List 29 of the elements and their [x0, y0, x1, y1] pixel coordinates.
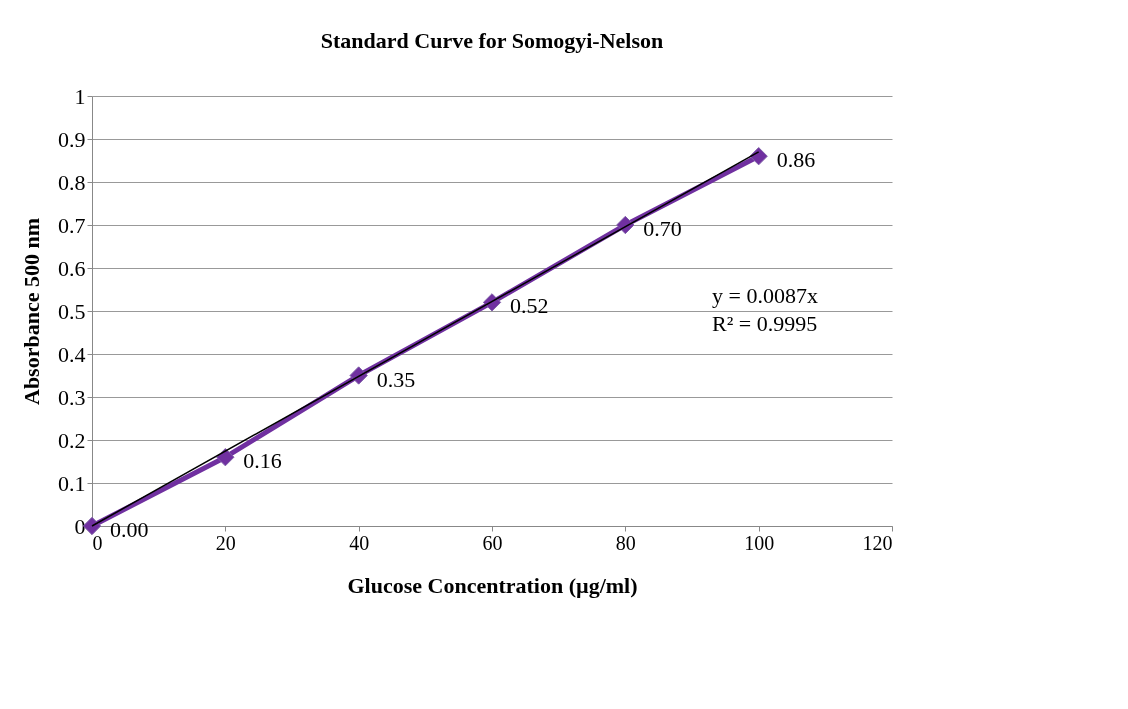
y-tick-label: 0.8: [58, 169, 86, 195]
x-tick-label: 60: [482, 531, 503, 554]
x-tick-label: 20: [215, 531, 236, 554]
y-tick-label: 0.7: [58, 212, 86, 238]
x-tick-label: 100: [744, 531, 775, 554]
data-label: 0.00: [110, 517, 149, 542]
x-tick-label: 80: [615, 531, 636, 554]
y-tick-label: 0.4: [58, 341, 86, 367]
x-tick-label: 0: [92, 531, 103, 554]
annotation: y = 0.0087x: [712, 283, 818, 308]
data-label: 0.16: [243, 448, 282, 474]
data-label: 0.70: [643, 216, 682, 241]
y-tick-label: 1: [74, 83, 86, 109]
y-tick-label: 0.9: [58, 126, 86, 152]
chart-title: Standard Curve for Somogyi-Nelson: [320, 28, 664, 53]
x-tick-label: 40: [349, 531, 370, 554]
x-axis-title: Glucose Concentration (µg/ml): [347, 572, 638, 598]
x-tick-label: 120: [862, 531, 893, 554]
data-label: 0.86: [776, 147, 816, 173]
y-axis-title: Absorbance 500 nm: [19, 217, 44, 406]
y-tick-label: 0.6: [58, 255, 86, 281]
y-tick-label: 0.1: [58, 470, 86, 496]
y-tick-label: 0.2: [58, 427, 86, 453]
annotation: R² = 0.9995: [712, 311, 818, 336]
point: [749, 147, 768, 166]
y-tick-label: 0.5: [58, 298, 86, 324]
data-label: 0.52: [510, 293, 549, 319]
data-label: 0.35: [376, 366, 416, 392]
y-tick-label: 0.3: [58, 384, 86, 410]
